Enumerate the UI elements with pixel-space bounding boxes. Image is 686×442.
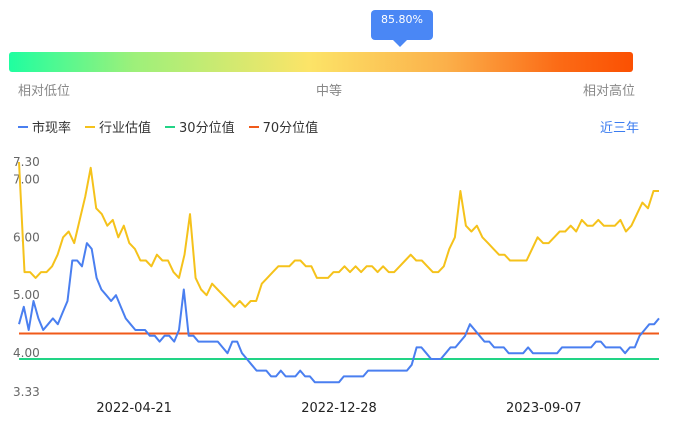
market-pcf-line — [18, 242, 660, 384]
legend-swatch-p70 — [248, 125, 259, 128]
percentile-value: 85.80% — [381, 13, 423, 26]
legend-label-market: 市现率 — [32, 121, 72, 136]
legend-item-p30[interactable]: 30分位值 — [165, 117, 235, 136]
chart-legend: 市现率 行业估值 30分位值 70分位值 — [18, 117, 318, 136]
y-tick-label: 5.00 — [13, 288, 40, 302]
y-tick-label: 7.30 — [13, 155, 40, 169]
legend-swatch-p30 — [165, 125, 176, 128]
y-tick-label: 6.00 — [13, 230, 40, 244]
y-tick-label: 4.00 — [13, 346, 40, 360]
gauge-high-label: 相对高位 — [583, 84, 636, 99]
valuation-gauge-bar — [9, 52, 633, 72]
gauge-mid-label: 中等 — [316, 84, 343, 99]
industry-valuation-line — [18, 161, 659, 308]
legend-label-p70: 70分位值 — [262, 121, 319, 136]
legend-swatch-market — [18, 125, 28, 128]
y-tick-label: 7.00 — [13, 172, 40, 186]
x-tick-label: 2022-12-28 — [301, 401, 377, 416]
percentile-tooltip: 85.80% — [371, 10, 433, 47]
legend-label-p30: 30分位值 — [179, 121, 235, 136]
y-axis: 7.30 7.00 6.00 5.00 4.00 3.33 — [13, 155, 40, 399]
legend-item-p70[interactable]: 70分位值 — [248, 117, 319, 136]
legend-item-market[interactable]: 市现率 — [18, 117, 71, 136]
series-lines — [18, 161, 660, 384]
x-tick-label: 2023-09-07 — [506, 401, 582, 416]
legend-item-industry[interactable]: 行业估值 — [85, 117, 151, 136]
x-axis: 2022-04-21 2022-12-28 2023-09-07 — [96, 401, 581, 416]
x-tick-label: 2022-04-21 — [96, 401, 172, 416]
legend-label-industry: 行业估值 — [99, 121, 152, 136]
range-three-years-button[interactable]: 近三年 — [600, 121, 640, 136]
gauge-low-label: 相对低位 — [18, 84, 71, 99]
y-tick-label: 3.33 — [13, 385, 40, 399]
legend-swatch-industry — [85, 125, 96, 128]
